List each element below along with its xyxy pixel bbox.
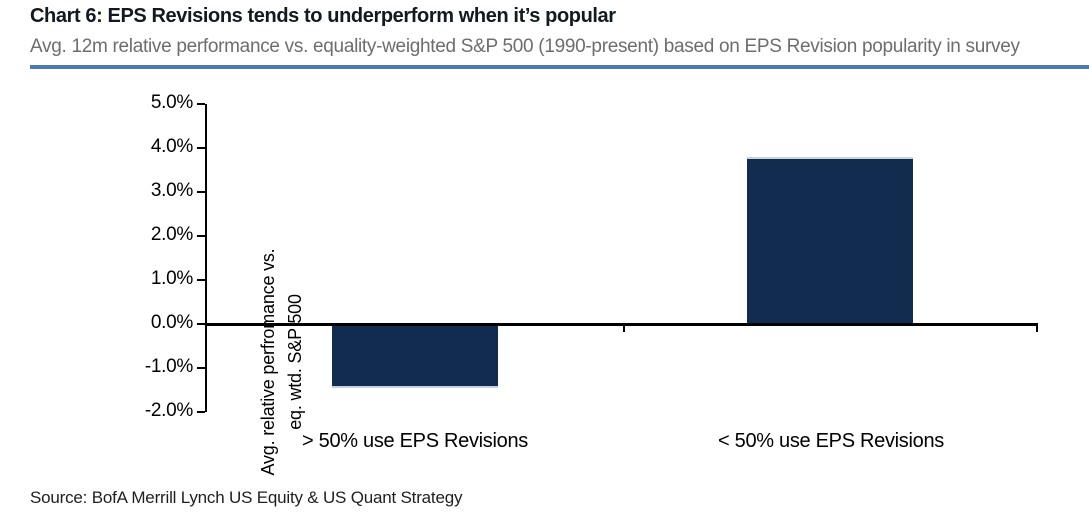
- y-tick: [197, 103, 205, 105]
- y-tick-label: -1.0%: [144, 356, 193, 377]
- plot-area: Avg. relative perfromance vs. eq. wtd. S…: [145, 92, 1038, 476]
- y-tick-label: 2.0%: [150, 224, 193, 245]
- y-tick-label: 5.0%: [150, 92, 193, 113]
- bar-gt50: [332, 324, 498, 388]
- y-tick-label: -2.0%: [144, 400, 193, 421]
- y-tick: [197, 147, 205, 149]
- y-tick-label: 4.0%: [150, 136, 193, 157]
- y-tick: [197, 323, 205, 325]
- y-tick: [197, 191, 205, 193]
- y-axis-title: Avg. relative perfromance vs. eq. wtd. S…: [258, 248, 305, 476]
- y-tick-label: 0.0%: [150, 312, 193, 333]
- y-tick: [197, 235, 205, 237]
- y-axis-line: [205, 104, 207, 412]
- category-label-gt50: > 50% use EPS Revisions: [301, 430, 528, 452]
- y-tick-label: 1.0%: [150, 268, 193, 289]
- category-label-lt50: < 50% use EPS Revisions: [717, 430, 944, 452]
- x-axis-line: [207, 323, 1038, 326]
- y-tick: [197, 411, 205, 413]
- header-divider: [30, 65, 1089, 69]
- x-tick: [1036, 326, 1038, 332]
- x-tick: [623, 326, 625, 332]
- chart-subtitle: Avg. 12m relative performance vs. equali…: [30, 36, 1020, 57]
- source-note: Source: BofA Merrill Lynch US Equity & U…: [30, 488, 463, 507]
- y-tick: [197, 279, 205, 281]
- bar-lt50: [747, 157, 913, 326]
- chart-title: Chart 6: EPS Revisions tends to underper…: [30, 5, 616, 27]
- y-tick: [197, 367, 205, 369]
- y-tick-label: 3.0%: [150, 180, 193, 201]
